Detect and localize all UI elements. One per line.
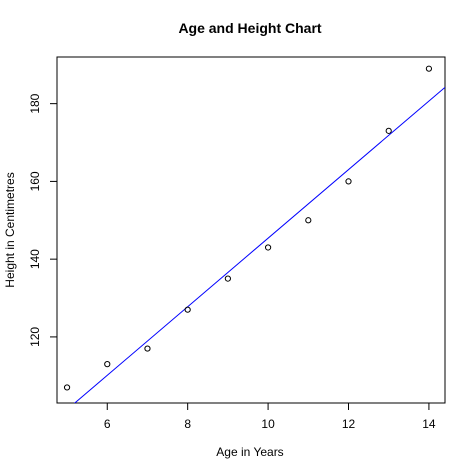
data-point (184, 306, 191, 313)
data-points (63, 65, 433, 391)
data-point (144, 345, 151, 352)
x-tick-label: 8 (184, 417, 191, 431)
data-point (224, 275, 231, 282)
y-axis: 120 140 160 180 (28, 93, 57, 347)
y-tick-label: 120 (28, 327, 42, 347)
regression-line-layer (74, 86, 445, 403)
data-point (104, 361, 111, 368)
x-axis: 6 8 10 12 14 (104, 403, 436, 431)
data-point (63, 384, 71, 391)
y-axis-label: Height in Centimetres (3, 172, 17, 287)
x-tick-label: 14 (422, 417, 436, 431)
y-tick-label: 160 (28, 171, 42, 191)
x-tick-label: 12 (342, 417, 356, 431)
data-point (385, 127, 392, 134)
data-point (345, 178, 352, 185)
data-point (425, 65, 433, 72)
x-tick-label: 6 (104, 417, 111, 431)
y-tick-label: 180 (28, 93, 42, 113)
x-axis-label: Age in Years (216, 445, 283, 459)
data-point (305, 217, 312, 224)
chart-title: Age and Height Chart (178, 20, 321, 36)
regression-line (74, 86, 445, 403)
data-point (264, 244, 272, 251)
y-tick-label: 140 (28, 249, 42, 269)
plot-area (56, 56, 446, 404)
x-tick-label: 10 (261, 417, 275, 431)
